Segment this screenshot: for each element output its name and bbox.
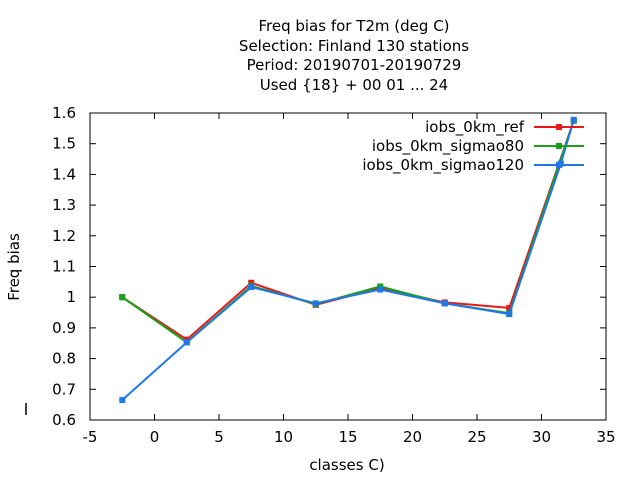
data-point	[119, 294, 126, 301]
y-tick-label: 0.9	[52, 319, 76, 337]
data-point	[312, 300, 319, 307]
data-point	[377, 286, 384, 293]
x-tick-label: 25	[467, 428, 486, 446]
legend-label: iobs_0km_sigmao120	[362, 156, 524, 175]
x-tick-label: -5	[83, 428, 98, 446]
x-tick-label: 35	[596, 428, 615, 446]
title-line: Freq bias for T2m (deg C)	[258, 17, 449, 35]
legend-label: iobs_0km_ref	[425, 118, 525, 137]
axis-ticks	[89, 112, 607, 421]
y-tick-label: 1.2	[52, 227, 76, 245]
series-lines	[119, 116, 577, 404]
data-point	[506, 304, 513, 311]
x-tick-label: 15	[338, 428, 357, 446]
y-tick-label: 0.6	[52, 411, 76, 429]
x-axis-label: classes C)	[309, 456, 384, 474]
x-tick-label: 30	[532, 428, 551, 446]
data-point	[248, 279, 255, 286]
y-tick-label: 1.5	[52, 135, 76, 153]
legend-marker	[556, 162, 562, 168]
y-tick-label: 1.3	[52, 196, 76, 214]
y-tick-label: 0.8	[52, 350, 76, 368]
x-tick-labels: -5 0 5 10 15 20 25 30 35	[83, 428, 616, 446]
data-point	[506, 311, 513, 318]
y-axis-label: Freq bias	[5, 233, 23, 301]
y-tick-label: 1.4	[52, 165, 76, 183]
legend-marker	[556, 143, 562, 149]
x-tick-label: 5	[214, 428, 224, 446]
title-line: Selection: Finland 130 stations	[239, 37, 469, 55]
data-point	[441, 300, 448, 307]
x-tick-label: 20	[403, 428, 422, 446]
legend-marker	[556, 124, 562, 130]
data-point	[377, 283, 384, 290]
data-point	[183, 339, 190, 346]
x-tick-label: 0	[150, 428, 160, 446]
data-point	[248, 284, 255, 291]
y-tick-label: 0.7	[52, 380, 76, 398]
title-line: Period: 20190701-20190729	[247, 56, 462, 74]
plot-area-border	[89, 112, 607, 421]
y-tick-label: 1	[66, 288, 76, 306]
y-tick-label: 1.6	[52, 104, 76, 122]
data-point	[570, 116, 577, 123]
legend: iobs_0km_refiobs_0km_sigmao80iobs_0km_si…	[362, 118, 584, 175]
y-tick-labels: 0.6 0.7 0.8 0.9 1 1.1 1.2 1.3 1.4 1.5 1.6	[52, 104, 76, 429]
x-tick-label: 10	[274, 428, 293, 446]
title-line: Used {18} + 00 01 ... 24	[260, 76, 448, 94]
data-point	[119, 397, 126, 404]
y-tick-label: 1.1	[52, 258, 76, 276]
legend-label: iobs_0km_sigmao80	[372, 137, 524, 156]
chart-title: Freq bias for T2m (deg C) Selection: Fin…	[239, 17, 469, 94]
